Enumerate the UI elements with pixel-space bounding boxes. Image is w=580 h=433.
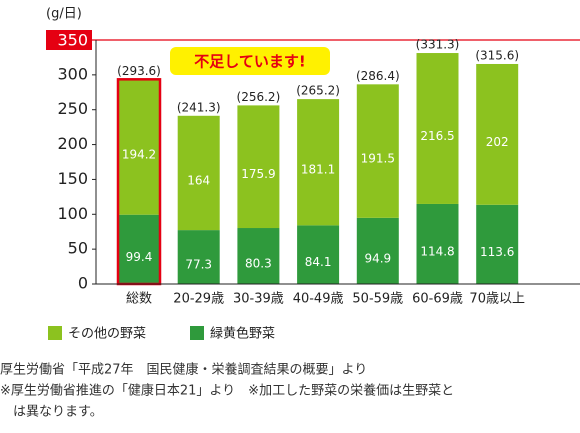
total-label: (265.2) <box>296 84 340 98</box>
top-tick-box <box>46 30 92 50</box>
legend-label: 緑黄色野菜 <box>210 326 275 342</box>
x-tick-label: 40-49歳 <box>293 292 344 307</box>
total-label: (241.3) <box>177 100 221 114</box>
legend-swatch <box>48 326 62 340</box>
total-label: (315.6) <box>475 48 519 62</box>
y-tick-label: 250 <box>57 99 88 118</box>
value-label: 80.3 <box>245 257 272 271</box>
value-label: 94.9 <box>364 251 391 265</box>
value-label: 113.6 <box>480 245 514 259</box>
value-label: 175.9 <box>241 167 275 181</box>
legend-swatch <box>190 326 204 340</box>
bar-segment <box>356 217 399 284</box>
bar-segment <box>118 79 160 215</box>
unit-label: (g/日) <box>46 7 82 22</box>
bar-segment <box>416 53 459 204</box>
total-label: (293.6) <box>117 64 161 78</box>
bar-segment <box>476 63 519 205</box>
total-label: (331.3) <box>416 38 460 52</box>
bar-segment <box>356 84 399 218</box>
bar-segment <box>177 230 220 284</box>
value-label: 216.5 <box>420 129 454 143</box>
bar-segment <box>177 115 220 231</box>
value-label: 181.1 <box>301 163 335 177</box>
footnote: 厚生労働省「平成27年 国民健康・栄養調査結果の概要」より <box>0 362 367 378</box>
y-tick-label: 50 <box>68 239 88 258</box>
footnote: は異なります。 <box>0 405 103 420</box>
y-tick-label: 100 <box>57 204 88 223</box>
x-tick-label: 50-59歳 <box>352 292 403 307</box>
x-tick-label: 60-69歳 <box>412 292 463 307</box>
y-tick-label: 300 <box>57 64 88 83</box>
bar-segment <box>416 203 459 284</box>
value-label: 114.8 <box>420 244 454 258</box>
y-tick-label: 150 <box>57 169 88 188</box>
legend-label: その他の野菜 <box>68 327 146 342</box>
bar-segment <box>237 228 280 284</box>
bar-segment <box>297 99 340 226</box>
value-label: 194.2 <box>122 148 156 162</box>
bar-segment <box>297 225 340 284</box>
y-tick-label: 0 <box>78 274 88 293</box>
value-label: 99.4 <box>126 250 153 264</box>
value-label: 191.5 <box>361 152 395 166</box>
value-label: 84.1 <box>305 255 332 269</box>
value-label: 77.3 <box>185 258 212 272</box>
x-tick-label: 30-39歳 <box>233 292 284 307</box>
bar-segment <box>237 105 280 229</box>
x-tick-label: 総数 <box>126 292 152 307</box>
annotation-box <box>170 47 330 75</box>
annotation: 不足しています! <box>194 53 305 71</box>
value-label: 164 <box>187 173 210 187</box>
y-tick-label: 200 <box>57 134 88 153</box>
footnote: ※厚生労働省推進の「健康日本21」より ※加工した野菜の栄養価は生野菜と <box>0 383 454 399</box>
total-label: (256.2) <box>237 90 281 104</box>
value-label: 202 <box>486 135 509 149</box>
y-tick-label: 350 <box>57 31 88 50</box>
bar-segment <box>118 214 160 284</box>
total-label: (286.4) <box>356 69 400 83</box>
bar-segment <box>476 204 519 284</box>
x-tick-label: 20-29歳 <box>173 292 224 307</box>
x-tick-label: 70歳以上 <box>469 292 525 307</box>
